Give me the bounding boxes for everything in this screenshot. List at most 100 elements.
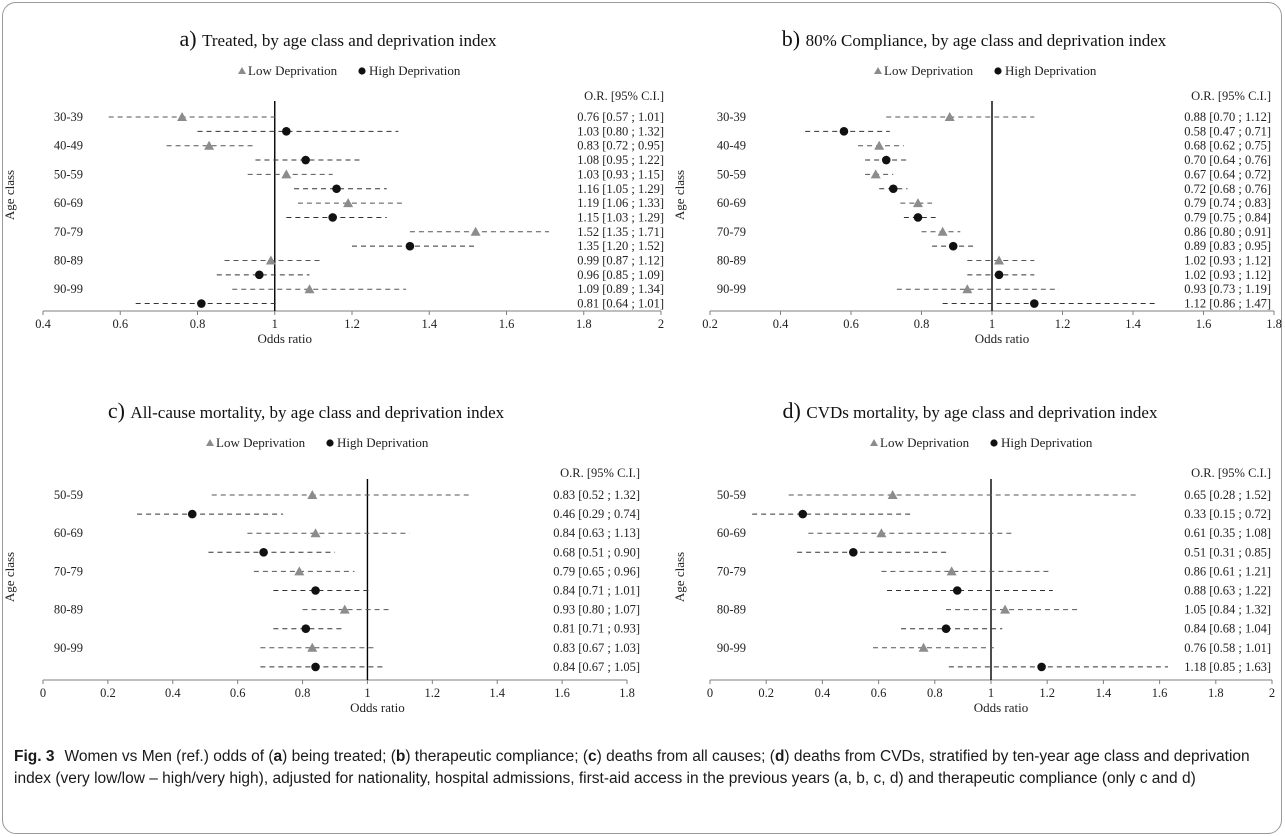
or-ci-value: 0.33 [0.15 ; 0.72] — [1184, 507, 1271, 521]
or-ci-value: 0.84 [0.71 ; 1.01] — [553, 584, 640, 598]
y-axis-label: Age class — [672, 170, 687, 220]
x-tick-label: 0.6 — [230, 686, 246, 700]
or-ci-value: 0.93 [0.73 ; 1.19] — [1184, 282, 1271, 296]
legend-low-label: Low Deprivation — [216, 435, 306, 450]
panel-title-text: Treated, by age class and deprivation in… — [202, 31, 497, 50]
y-axis-label: Age class — [672, 552, 687, 602]
or-ci-value: 0.51 [0.31 ; 0.85] — [1184, 545, 1271, 559]
panel-title-text: All-cause mortality, by age class and de… — [130, 403, 504, 422]
point-high-deprivation — [941, 624, 951, 633]
caption-panel-ref: a — [273, 748, 283, 765]
point-low-deprivation — [294, 566, 305, 576]
point-low-deprivation — [918, 642, 929, 652]
table-header: O.R. [95% C.I.] — [1191, 89, 1271, 103]
point-low-deprivation — [887, 490, 898, 499]
age-class-label: 30-39 — [54, 110, 83, 124]
point-low-deprivation — [204, 140, 215, 150]
age-class-label: 40-49 — [54, 139, 83, 153]
legend-low-marker — [206, 439, 214, 446]
panel-title-text: 80% Compliance, by age class and depriva… — [806, 31, 1167, 50]
x-tick-label: 0.8 — [914, 317, 930, 331]
legend-high-label: High Deprivation — [1001, 435, 1093, 450]
legend-high-label: High Deprivation — [1005, 63, 1097, 78]
panel-label: c) — [108, 398, 131, 423]
point-high-deprivation — [1030, 299, 1039, 308]
caption-fragment: Women vs Men (ref.) odds of ( — [64, 748, 274, 765]
age-class-label: 50-59 — [54, 488, 83, 502]
forest-plots: a) Treated, by age class and deprivation… — [2, 26, 1282, 715]
or-ci-value: 1.16 [1.05 ; 1.29] — [577, 182, 664, 196]
or-ci-value: 0.76 [0.57 ; 1.01] — [577, 110, 664, 124]
x-tick-label: 0.6 — [112, 317, 128, 331]
or-ci-value: 0.68 [0.62 ; 0.75] — [1184, 139, 1271, 153]
or-ci-value: 0.84 [0.67 ; 1.05] — [553, 660, 640, 674]
point-high-deprivation — [1037, 662, 1046, 672]
x-tick-label: 1.4 — [1125, 317, 1141, 331]
x-tick-label: 0.2 — [702, 317, 718, 331]
caption-panel-ref: c — [587, 748, 597, 765]
or-ci-value: 0.86 [0.61 ; 1.21] — [1184, 564, 1271, 578]
age-class-label: 60-69 — [54, 526, 83, 540]
age-class-label: 90-99 — [54, 641, 83, 655]
or-ci-value: 0.70 [0.64 ; 0.76] — [1184, 153, 1271, 167]
legend-low-label: Low Deprivation — [248, 63, 338, 78]
legend-high-marker — [326, 439, 334, 447]
legend-high-marker — [358, 67, 366, 75]
x-tick-label: 1.6 — [554, 686, 570, 700]
x-tick-label: 1.4 — [1096, 686, 1112, 700]
point-high-deprivation — [881, 155, 891, 165]
x-tick-label: 0.4 — [815, 686, 831, 700]
or-ci-value: 1.35 [1.20 ; 1.52] — [577, 239, 664, 253]
point-high-deprivation — [994, 270, 1004, 280]
age-class-label: 80-89 — [717, 603, 746, 617]
or-ci-value: 0.68 [0.51 ; 0.90] — [553, 545, 640, 559]
x-tick-label: 0.6 — [843, 317, 859, 331]
or-ci-value: 0.83 [0.72 ; 0.95] — [577, 139, 664, 153]
caption-panel-ref: d — [774, 748, 785, 765]
x-tick-label: 1 — [364, 686, 370, 700]
or-ci-value: 0.67 [0.64 ; 0.72] — [1184, 167, 1271, 181]
panel-title: c) All-cause mortality, by age class and… — [108, 398, 505, 423]
caption-panel-ref: b — [395, 748, 406, 765]
y-axis-label: Age class — [2, 170, 17, 220]
or-ci-value: 0.88 [0.63 ; 1.22] — [1184, 584, 1271, 598]
or-ci-value: 0.93 [0.80 ; 1.07] — [553, 603, 640, 617]
or-ci-value: 0.83 [0.67 ; 1.03] — [553, 641, 640, 655]
x-tick-label: 1.6 — [1152, 686, 1168, 700]
age-class-label: 70-79 — [717, 564, 746, 578]
or-ci-value: 0.84 [0.68 ; 1.04] — [1184, 622, 1271, 636]
x-tick-label: 0.8 — [927, 686, 943, 700]
legend-low-label: Low Deprivation — [884, 63, 974, 78]
age-class-label: 60-69 — [717, 526, 746, 540]
x-tick-label: 1.8 — [576, 317, 592, 331]
caption-fragment: ) deaths from CVDs, stratified by ten-ye… — [14, 748, 1250, 787]
panel-title: d) CVDs mortality, by age class and depr… — [783, 398, 1158, 423]
point-high-deprivation — [282, 127, 291, 136]
table-header: O.R. [95% C.I.] — [1191, 466, 1271, 480]
point-low-deprivation — [339, 604, 350, 614]
panel-label: d) — [783, 398, 807, 423]
point-high-deprivation — [849, 548, 858, 557]
legend-high-label: High Deprivation — [369, 63, 461, 78]
point-high-deprivation — [948, 241, 958, 251]
or-ci-value: 1.05 [0.84 ; 1.32] — [1184, 603, 1271, 617]
legend-high-marker — [994, 67, 1002, 75]
x-tick-label: 1.6 — [499, 317, 515, 331]
age-class-label: 40-49 — [717, 139, 746, 153]
point-low-deprivation — [944, 112, 955, 121]
point-high-deprivation — [332, 184, 341, 194]
x-tick-label: 1.2 — [1039, 686, 1055, 700]
x-tick-label: 1 — [989, 317, 995, 331]
caption-fragment: ) being treated; ( — [282, 748, 396, 765]
or-ci-value: 0.99 [0.87 ; 1.12] — [577, 254, 664, 268]
or-ci-value: 0.79 [0.65 ; 0.96] — [553, 564, 640, 578]
x-tick-label: 1.2 — [344, 317, 360, 331]
or-ci-value: 0.79 [0.75 ; 0.84] — [1184, 210, 1271, 224]
point-high-deprivation — [952, 586, 962, 595]
or-ci-value: 0.81 [0.64 ; 1.01] — [577, 297, 664, 311]
age-class-label: 70-79 — [54, 225, 83, 239]
age-class-label: 90-99 — [54, 282, 83, 296]
point-high-deprivation — [328, 213, 337, 222]
point-low-deprivation — [265, 255, 276, 265]
point-low-deprivation — [307, 642, 318, 652]
